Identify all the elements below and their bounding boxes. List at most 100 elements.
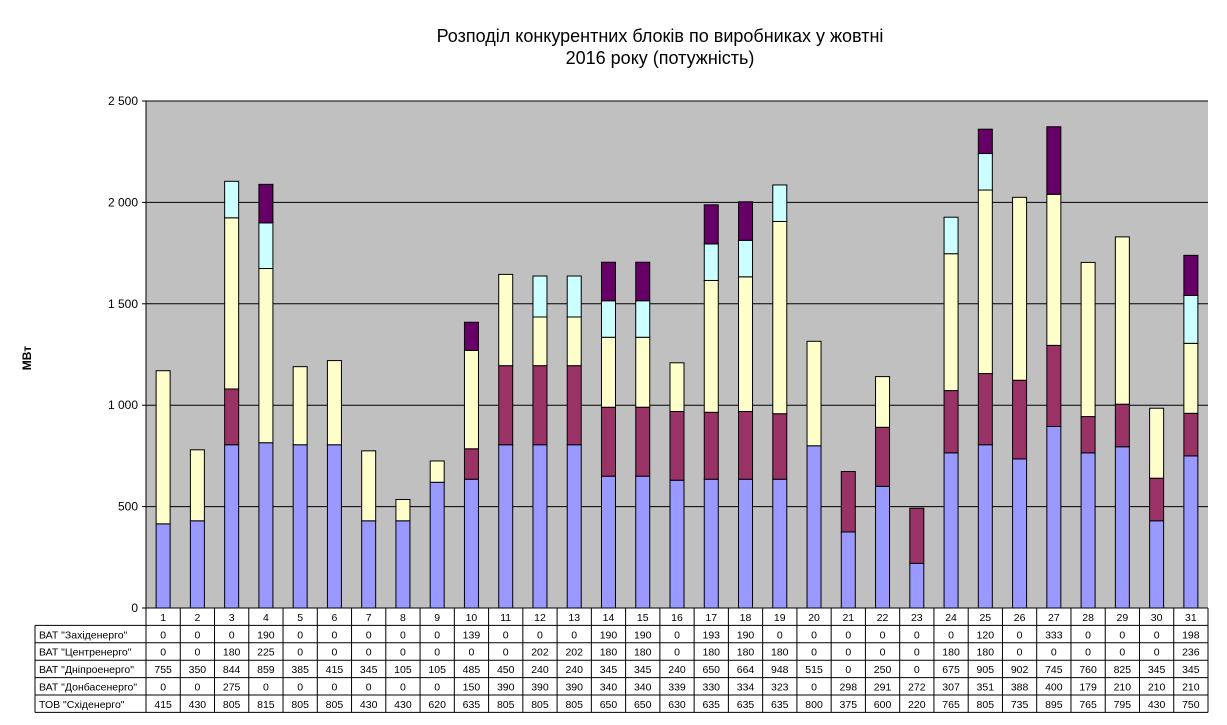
x-tick-label: 24 [945,612,957,624]
data-label: 250 [874,664,892,676]
data-label: 240 [565,664,583,676]
bar-segment [600,406,616,477]
x-tick-label: 20 [808,612,820,624]
data-label: 0 [366,682,372,694]
x-tick-label: 4 [263,612,269,624]
data-label: 180 [600,647,618,659]
bar-segment [840,471,856,533]
bar-segment [258,268,274,444]
data-label: 345 [360,664,378,676]
data-label: 323 [771,682,789,694]
bar-segment [1149,477,1165,522]
data-label: 825 [1114,664,1132,676]
legend-entry: ВАТ "Західенерго" [39,629,128,641]
x-tick-label: 25 [979,612,991,624]
bar-segment [669,362,685,412]
data-label: 0 [366,629,372,641]
x-tick-label: 10 [466,612,478,624]
data-label: 0 [194,629,200,641]
data-label: 430 [394,699,412,711]
legend-entry: ВАТ "Дніпроенерго" [39,664,134,676]
bar-segment [361,450,377,522]
bar-segment [258,442,274,609]
bar-segment [600,300,616,338]
data-label: 800 [805,699,823,711]
data-label: 815 [257,699,275,711]
data-label: 333 [1045,629,1063,641]
bar-segment [1149,407,1165,479]
data-label: 0 [845,647,851,659]
x-tick-label: 12 [534,612,546,624]
legend-entry: ВАТ "Донбасенерго" [39,682,137,694]
bar-segment [1183,455,1199,609]
data-label: 450 [497,664,515,676]
data-label: 139 [463,629,481,641]
x-tick-label: 28 [1082,612,1094,624]
data-label: 340 [634,682,652,694]
data-label: 0 [434,647,440,659]
data-label: 180 [771,647,789,659]
bar-segment [635,475,651,609]
bar-segment [1183,412,1199,457]
data-label: 202 [531,647,549,659]
bar-segment [395,499,411,522]
data-label: 805 [977,699,995,711]
bar-segment [326,444,342,609]
data-label: 345 [1182,664,1200,676]
bar-segment [703,411,719,480]
x-tick-label: 23 [911,612,923,624]
data-label: 600 [874,699,892,711]
data-label: 650 [702,664,720,676]
bar-segment [703,478,719,609]
x-tick-label: 29 [1117,612,1129,624]
data-label: 400 [1045,682,1063,694]
data-label: 190 [600,629,618,641]
x-tick-label: 13 [568,612,580,624]
bar-segment [738,239,754,278]
data-label: 202 [565,647,583,659]
data-label: 430 [1148,699,1166,711]
x-tick-label: 26 [1014,612,1026,624]
bar-segment [1046,126,1062,195]
data-label: 0 [229,629,235,641]
bar-segment [703,279,719,413]
y-tick-label: 2 000 [108,195,138,209]
bar-segment [806,445,822,609]
bar-segment [566,444,582,609]
data-label: 298 [840,682,858,694]
bar-segment [806,340,822,447]
data-label: 179 [1079,682,1097,694]
bar-segment [463,478,479,609]
bar-segment [1046,425,1062,609]
bar-segment [1114,403,1130,448]
bar-segment [738,276,754,412]
data-label: 0 [845,664,851,676]
data-label: 236 [1182,647,1200,659]
data-label: 0 [503,629,509,641]
bar-segment [1080,452,1096,609]
bar-segment [840,531,856,609]
data-label: 190 [257,629,275,641]
data-label: 180 [977,647,995,659]
x-tick-label: 16 [671,612,683,624]
data-label: 650 [600,699,618,711]
data-label: 0 [811,629,817,641]
bar-segment [566,275,582,318]
data-label: 0 [434,682,440,694]
bar-segment [977,373,993,446]
data-label: 635 [771,699,789,711]
data-label: 210 [1182,682,1200,694]
y-tick-label: 1 500 [108,297,138,311]
bar-segment [463,321,479,351]
bar-segment [1183,342,1199,414]
data-label: 390 [497,682,515,694]
data-label: 210 [1114,682,1132,694]
data-label: 105 [394,664,412,676]
x-tick-label: 14 [603,612,615,624]
x-tick-label: 19 [774,612,786,624]
bar-segment [875,426,891,487]
data-label: 765 [942,699,960,711]
bar-segment [772,413,788,480]
bar-segment [875,376,891,428]
bar-segment [703,243,719,281]
